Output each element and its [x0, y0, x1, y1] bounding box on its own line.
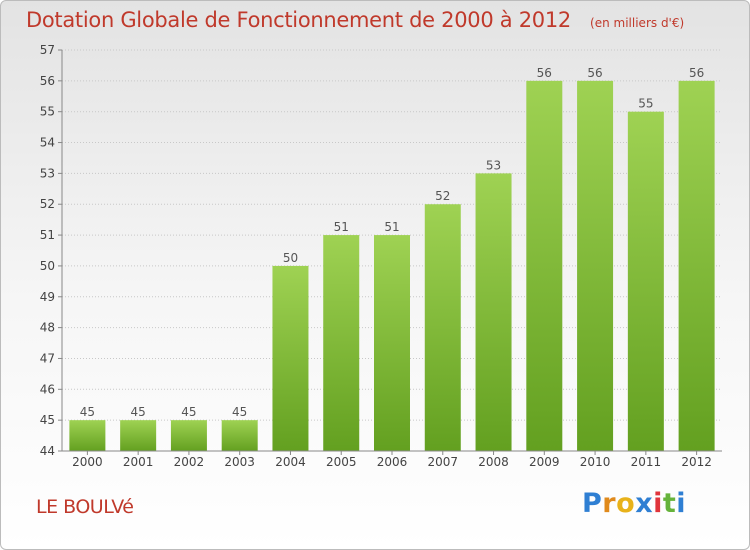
- logo-letter: r: [602, 488, 617, 519]
- data-label-2005: 51: [334, 220, 349, 234]
- labels: 44 45 46 47 48 49 50 51 52 53 54 55 56 57 2000 45 2001 45…: [40, 43, 712, 469]
- proxiti-logo: Proxiti: [582, 488, 686, 519]
- bar-2000: [69, 420, 106, 451]
- data-label-2004: 50: [283, 251, 298, 265]
- x-tick-label: 2008: [478, 455, 509, 469]
- x-tick-label: 2007: [427, 455, 458, 469]
- x-tick-label: 2011: [631, 455, 662, 469]
- y-tick-label: 57: [40, 43, 55, 57]
- bar-2001: [120, 420, 157, 451]
- data-label-2008: 53: [486, 158, 501, 172]
- bar-2004: [272, 265, 309, 451]
- y-tick-label: 56: [40, 74, 55, 88]
- x-tick-label: 2003: [224, 455, 255, 469]
- y-tick-label: 54: [40, 136, 55, 150]
- logo-letter: i: [676, 488, 687, 519]
- data-label-2006: 51: [384, 220, 399, 234]
- y-tick-label: 55: [40, 105, 55, 119]
- x-tick-label: 2000: [72, 455, 103, 469]
- data-label-2003: 45: [232, 405, 247, 419]
- data-label-2000: 45: [80, 405, 95, 419]
- logo-letter: P: [582, 488, 603, 519]
- bar-2009: [526, 80, 563, 451]
- data-label-2002: 45: [181, 405, 196, 419]
- bar-2003: [221, 420, 258, 451]
- y-tick-label: 48: [40, 321, 55, 335]
- chart-unit: (en milliers d'€): [590, 16, 685, 30]
- logo-letter: x: [635, 488, 654, 519]
- y-tick-label: 45: [40, 413, 55, 427]
- x-tick-label: 2004: [275, 455, 306, 469]
- y-tick-label: 51: [40, 228, 55, 242]
- bar-2006: [374, 235, 410, 451]
- y-tick-label: 44: [40, 444, 55, 458]
- bar-2011: [627, 111, 664, 451]
- y-tick-label: 46: [40, 382, 55, 396]
- chart-title: Dotation Globale de Fonctionnement de 20…: [26, 8, 571, 32]
- axes: [58, 49, 722, 455]
- x-tick-label: 2005: [326, 455, 357, 469]
- x-tick-label: 2006: [377, 455, 408, 469]
- logo-letter: t: [662, 488, 677, 519]
- y-tick-label: 50: [40, 259, 55, 273]
- title-row: Dotation Globale de Fonctionnement de 20…: [26, 8, 684, 32]
- x-tick-label: 2002: [174, 455, 205, 469]
- bar-2002: [170, 420, 207, 451]
- bar-2007: [424, 204, 461, 451]
- y-tick-label: 52: [40, 197, 55, 211]
- bar-2008: [475, 173, 512, 451]
- x-tick-label: 2001: [123, 455, 154, 469]
- y-tick-label: 47: [40, 351, 55, 365]
- data-label-2009: 56: [537, 66, 552, 80]
- bar-2012: [678, 80, 715, 451]
- x-tick-label: 2010: [580, 455, 611, 469]
- bars: [69, 80, 715, 451]
- data-label-2011: 55: [638, 97, 653, 111]
- data-label-2010: 56: [587, 66, 602, 80]
- data-label-2001: 45: [131, 405, 146, 419]
- x-tick-label: 2009: [529, 455, 560, 469]
- bar-2010: [577, 80, 614, 451]
- y-tick-label: 53: [40, 166, 55, 180]
- logo-letter: i: [653, 488, 663, 519]
- x-tick-label: 2012: [681, 455, 712, 469]
- logo-letter: o: [616, 488, 636, 519]
- y-tick-label: 49: [40, 290, 55, 304]
- data-label-2012: 56: [689, 66, 704, 80]
- commune-name: LE BOULVé: [36, 496, 134, 518]
- bar-2005: [323, 235, 360, 451]
- data-label-2007: 52: [435, 189, 450, 203]
